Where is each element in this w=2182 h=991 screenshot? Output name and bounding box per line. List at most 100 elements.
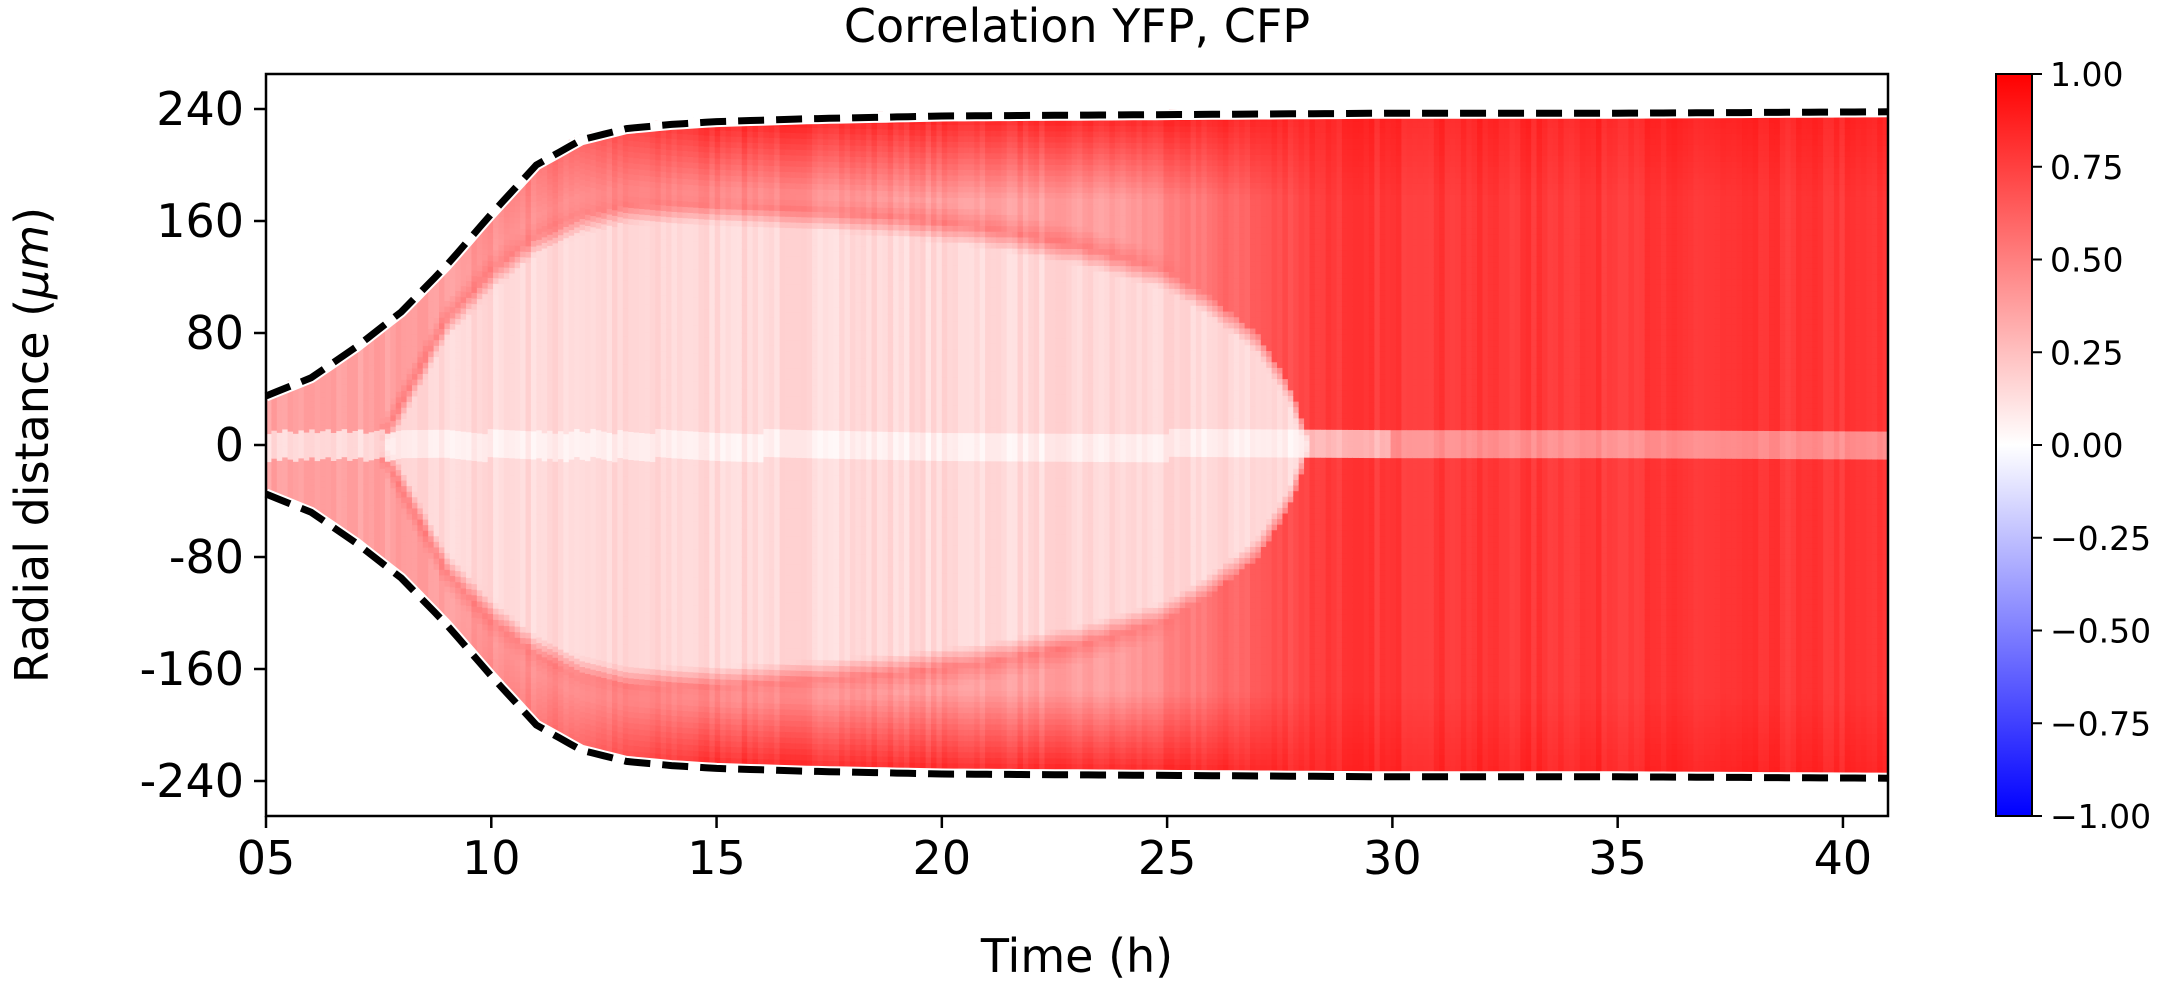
- heatmap-cell: [601, 381, 607, 387]
- heatmap-cell: [542, 214, 548, 220]
- heatmap-cell: [282, 401, 288, 407]
- heatmap-cell: [504, 530, 510, 536]
- heatmap-cell: [650, 428, 656, 434]
- heatmap-cell: [450, 273, 456, 279]
- heatmap-cell: [623, 716, 629, 722]
- heatmap-cell: [444, 435, 450, 441]
- heatmap-cell: [574, 680, 580, 686]
- heatmap-cell: [509, 525, 515, 531]
- heatmap-cell: [347, 494, 353, 500]
- heatmap-cell: [563, 406, 569, 412]
- heatmap-cell: [623, 397, 629, 403]
- heatmap-cell: [585, 220, 591, 226]
- heatmap-cell: [401, 390, 407, 396]
- heatmap-cell: [498, 284, 504, 290]
- heatmap-cell: [558, 453, 564, 459]
- heatmap-cell: [542, 382, 548, 388]
- heatmap-cell: [580, 218, 586, 224]
- heatmap-cell: [461, 319, 467, 325]
- heatmap-cell: [471, 500, 477, 506]
- heatmap-cell: [553, 327, 559, 333]
- heatmap-cell: [515, 413, 521, 419]
- heatmap-cell: [444, 541, 450, 547]
- heatmap-cell: [271, 436, 277, 442]
- heatmap-cell: [639, 197, 645, 203]
- heatmap-cell: [347, 505, 353, 511]
- heatmap-cell: [617, 743, 623, 749]
- heatmap-cell: [504, 261, 510, 267]
- heatmap-cell: [347, 359, 353, 365]
- heatmap-cell: [455, 470, 461, 476]
- heatmap-cell: [336, 375, 342, 381]
- heatmap-cell: [331, 404, 337, 410]
- heatmap-cell: [617, 513, 623, 519]
- heatmap-cell: [612, 400, 618, 406]
- heatmap-cell: [585, 337, 591, 343]
- heatmap-cell: [466, 516, 472, 522]
- heatmap-cell: [374, 374, 380, 380]
- heatmap-cell: [380, 541, 386, 547]
- heatmap-cell: [493, 653, 499, 659]
- heatmap-cell: [477, 511, 483, 517]
- heatmap-cell: [601, 162, 607, 168]
- heatmap-cell: [380, 463, 386, 469]
- heatmap-cell: [401, 368, 407, 374]
- heatmap-cell: [612, 288, 618, 294]
- heatmap-cell: [504, 497, 510, 503]
- heatmap-cell: [498, 390, 504, 396]
- heatmap-cell: [342, 496, 348, 502]
- heatmap-cell: [450, 385, 456, 391]
- heatmap-cell: [444, 351, 450, 357]
- heatmap-cell: [488, 233, 494, 239]
- heatmap-cell: [542, 674, 548, 680]
- heatmap-cell: [498, 614, 504, 620]
- heatmap-cell: [574, 344, 580, 350]
- heatmap-cell: [288, 414, 294, 420]
- heatmap-cell: [536, 452, 542, 458]
- heatmap-cell: [569, 711, 575, 717]
- heatmap-cell: [639, 393, 645, 399]
- heatmap-cell: [590, 428, 596, 434]
- heatmap-cell: [288, 397, 294, 403]
- heatmap-cell: [569, 487, 575, 493]
- heatmap-cell: [520, 318, 526, 324]
- heatmap-cell: [563, 568, 569, 574]
- heatmap-cell: [342, 468, 348, 474]
- heatmap-cell: [558, 649, 564, 655]
- heatmap-cell: [542, 573, 548, 579]
- heatmap-cell: [596, 508, 602, 514]
- heatmap-cell: [563, 333, 569, 339]
- heatmap-cell: [531, 341, 537, 347]
- heatmap-cell: [639, 617, 645, 623]
- heatmap-cell: [439, 429, 445, 435]
- heatmap-cell: [531, 593, 537, 599]
- heatmap-cell: [434, 334, 440, 340]
- heatmap-cell: [504, 631, 510, 637]
- heatmap-cell: [536, 648, 542, 654]
- heatmap-cell: [498, 317, 504, 323]
- heatmap-cell: [509, 396, 515, 402]
- heatmap-cell: [396, 414, 402, 420]
- heatmap-cell: [412, 379, 418, 385]
- heatmap-cell: [563, 450, 569, 456]
- heatmap-cell: [612, 512, 618, 518]
- heatmap-cell: [644, 707, 650, 713]
- heatmap-cell: [509, 402, 515, 408]
- heatmap-cell: [553, 400, 559, 406]
- heatmap-cell: [493, 317, 499, 323]
- heatmap-cell: [309, 496, 315, 502]
- heatmap-cell: [596, 351, 602, 357]
- heatmap-cell: [547, 649, 553, 655]
- heatmap-cell: [558, 503, 564, 509]
- heatmap-cell: [515, 318, 521, 324]
- heatmap-cell: [590, 456, 596, 462]
- heatmap-cell: [504, 345, 510, 351]
- heatmap-cell: [628, 471, 634, 477]
- heatmap-cell: [477, 612, 483, 618]
- heatmap-cell: [585, 203, 591, 209]
- heatmap-cell: [542, 550, 548, 556]
- heatmap-cell: [617, 609, 623, 615]
- heatmap-cell: [407, 362, 413, 368]
- heatmap-cell: [515, 273, 521, 279]
- heatmap-cell: [407, 497, 413, 503]
